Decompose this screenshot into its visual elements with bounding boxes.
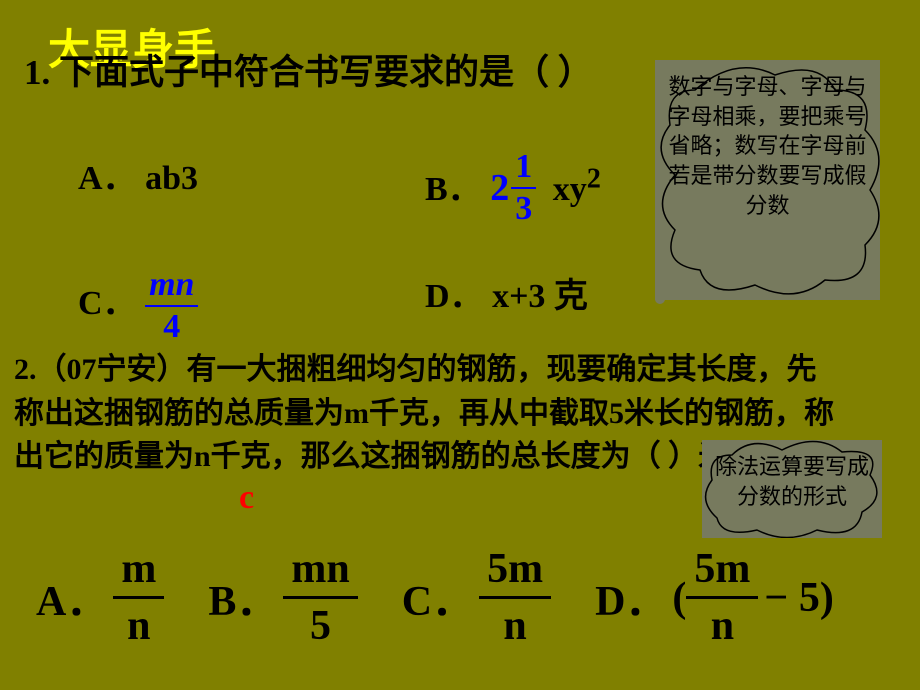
frac-den: 4 [145,307,198,344]
label: A． [36,567,108,628]
choice-c-label: C． [78,285,137,322]
q1-choice-b: B． 2 1 3 xy2 [425,150,601,226]
q1-choice-d: D． x+3 克 [425,268,588,317]
cloud-note-1: 数字与字母、字母与字母相乘，要把乘号省略；数写在字母前若是带分数要写成假分数 [655,60,880,300]
cloud-note-2: 除法运算要写成分数的形式 [702,440,882,538]
label: D． [595,567,667,628]
fraction-mn4: mn 4 [145,268,198,344]
choice-d-label: D． [425,278,484,315]
q2-choice-d: D． ( 5m n − 5) [595,548,834,647]
mixed-fraction: 2 1 3 [490,150,536,226]
tail: − 5) [764,574,833,622]
choice-a-text: ab3 [145,160,198,197]
num: mn [283,548,357,599]
fraction: 5m n [479,548,551,647]
den: n [119,599,158,647]
den: 5 [302,599,339,647]
cloud2-text: 除法运算要写成分数的形式 [712,452,872,511]
q1-stem: 1. 下面式子中符合书写要求的是（ ） [24,48,593,97]
q2-choices: A． m n B． mn 5 C． 5m n D． ( 5m n [36,548,834,647]
q2-choice-c: C． 5m n [402,548,551,647]
fraction: 5m n [686,548,758,647]
fraction: mn 5 [283,548,357,647]
den: n [703,599,742,647]
den: n [495,599,534,647]
q2-choice-b: B． mn 5 [208,548,357,647]
frac-num: mn [145,268,198,307]
mixed-whole: 2 [490,166,509,210]
label: C． [402,567,474,628]
fraction-icon: 1 3 [511,150,536,226]
num: m [113,548,164,599]
choice-d-text: x+3 克 [492,278,588,315]
choice-b-tail: xy [553,171,587,208]
q2-answer: c [239,479,254,517]
q1-choice-a: A． ab3 [78,150,198,199]
frac-num: 1 [511,150,536,189]
fraction: m n [113,548,164,647]
q1-choice-c: C． mn 4 [78,268,198,344]
num: 5m [686,548,758,599]
frac-den: 3 [511,189,536,226]
choice-b-exp: 2 [587,164,601,195]
choice-b-label: B． [425,171,482,208]
slide: 大显身手 1. 下面式子中符合书写要求的是（ ） A． ab3 B． 2 1 3… [0,0,920,690]
label: B． [208,567,278,628]
choice-a-label: A． [78,160,137,197]
num: 5m [479,548,551,599]
open-paren: ( [672,574,686,622]
q2-choice-a: A． m n [36,548,164,647]
cloud1-text: 数字与字母、字母与字母相乘，要把乘号省略；数写在字母前若是带分数要写成假分数 [665,72,870,220]
